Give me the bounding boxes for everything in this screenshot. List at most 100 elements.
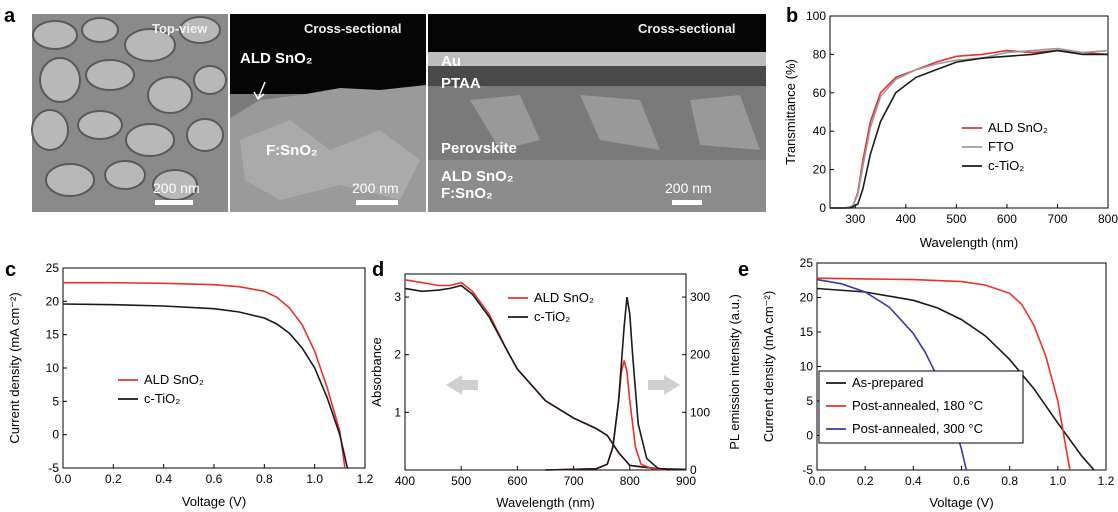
label-fsno2: F:SnO₂ — [266, 142, 318, 159]
x-tick-label: 0.4 — [905, 474, 922, 488]
scale-bar — [672, 200, 702, 205]
y-axis-title: Absorbance — [369, 337, 384, 406]
x-tick-label: 0.8 — [256, 472, 273, 486]
y-tick-label: 15 — [800, 325, 814, 339]
legend-label: ALD SnO₂ — [988, 120, 1048, 135]
y2-axis-title: PL emission intensity (a.u.) — [727, 294, 742, 450]
series-line-1 — [404, 284, 687, 471]
series-line-0 — [830, 49, 1109, 209]
sem-dark-top — [230, 14, 426, 94]
legend-label: FTO — [988, 139, 1014, 154]
sem-dark-top — [428, 14, 766, 52]
au-layer — [428, 52, 766, 66]
y-tick-label: 25 — [800, 256, 814, 270]
arrow-left-icon — [446, 375, 478, 395]
chart-e: 0.0 0.2 0.4 0.6 0.8 1.0 1.2 -5 0 5 10 15 20 25 Voltage… — [761, 256, 1115, 510]
x-tick-label: 1.2 — [357, 472, 374, 486]
chart-d: 400 500 600 700 800 900 1 2 3 0 100 200 300 PL emissi… — [369, 273, 742, 510]
series-line-3 — [545, 296, 670, 471]
x-tick-label: 600 — [507, 474, 527, 488]
x-tick-label: 1.0 — [306, 472, 323, 486]
series-line-1 — [62, 303, 349, 469]
series-line-1 — [816, 277, 1071, 471]
arrow-right-icon — [648, 375, 680, 395]
scale-label: 200 nm — [153, 180, 200, 196]
x-tick-label: 0.4 — [155, 472, 172, 486]
series-line-0 — [63, 281, 346, 469]
chart-b: 300 400 500 600 700 800 0 20 40 60 80 100 Wavelength… — [783, 9, 1118, 250]
y-tick-label: 10 — [800, 360, 814, 374]
panel-letter-b: b — [786, 5, 798, 27]
fto-layer — [428, 160, 766, 212]
y-axis-title: Current density (mA cm⁻²) — [761, 291, 776, 442]
panel-letter-c: c — [5, 259, 16, 281]
label-au: Au — [441, 53, 461, 70]
label-ptaa: PTAA — [441, 75, 481, 92]
label-ald-sno2: ALD SnO₂ — [441, 168, 514, 185]
arrow-icon — [253, 81, 266, 101]
x-tick-label: 900 — [676, 474, 696, 488]
series-line-0 — [816, 287, 1095, 471]
perovskite-texture — [470, 95, 760, 150]
legend-label: ALD SnO₂ — [144, 372, 204, 387]
y-tick-label: 1 — [394, 405, 401, 419]
ptaa-layer — [428, 66, 766, 86]
label-perovskite: Perovskite — [441, 140, 517, 157]
grain-texture — [31, 16, 227, 201]
y-axis-title: Current density (mA cm⁻²) — [7, 292, 22, 443]
scale-label: 200 nm — [352, 180, 399, 196]
y2-tick-label: 0 — [690, 463, 697, 477]
y2-tick-label: 100 — [690, 405, 710, 419]
legend-label: c-TiO₂ — [988, 158, 1024, 173]
panel-a: a Top-view 200 — [4, 5, 766, 212]
label-fsno2: F:SnO₂ — [441, 185, 493, 202]
x-tick-label: 500 — [451, 474, 471, 488]
crystal-texture — [240, 120, 420, 200]
x-tick-label: 1.0 — [1049, 474, 1066, 488]
legend-label: c-TiO₂ — [144, 391, 180, 406]
x-axis-title: Wavelength (nm) — [920, 235, 1019, 250]
y-axis-title: Transmittance (%) — [783, 59, 798, 165]
y-tick-label: 0 — [52, 428, 59, 442]
y-tick-label: 20 — [800, 291, 814, 305]
y-tick-label: 5 — [52, 394, 59, 408]
y-tick-label: 80 — [813, 47, 827, 61]
y2-tick-label: 300 — [690, 290, 710, 304]
panel-letter-a: a — [4, 5, 16, 27]
x-axis-title: Voltage (V) — [929, 495, 993, 510]
x-tick-label: 1.2 — [1098, 474, 1115, 488]
sem-image-cross-section-1: Cross-sectional ALD SnO₂ F:SnO₂ 200 nm — [230, 14, 426, 212]
x-tick-label: 0.8 — [1001, 474, 1018, 488]
x-tick-label: 0.0 — [809, 474, 826, 488]
y-tick-label: 3 — [394, 290, 401, 304]
x-tick-label: 700 — [564, 474, 584, 488]
plot-frame — [829, 15, 1109, 209]
legend-label: ALD SnO₂ — [534, 290, 594, 305]
x-tick-label: 800 — [620, 474, 640, 488]
x-tick-label: 0.6 — [206, 472, 223, 486]
y-tick-label: 25 — [46, 261, 60, 275]
y-tick-label: -5 — [802, 463, 813, 477]
x-tick-label: 700 — [1047, 212, 1067, 226]
x-axis-title: Voltage (V) — [182, 494, 246, 509]
legend-label: As-prepared — [852, 375, 924, 390]
y-tick-label: 0 — [806, 429, 813, 443]
y-tick-label: 5 — [806, 394, 813, 408]
x-axis-title: Wavelength (nm) — [496, 495, 595, 510]
scale-label: 200 nm — [665, 180, 712, 196]
series-line-2 — [830, 49, 1108, 209]
y-tick-label: 40 — [813, 124, 827, 138]
series-line-2 — [545, 360, 670, 471]
y-tick-label: -5 — [48, 461, 59, 475]
legend-label: c-TiO₂ — [534, 309, 570, 324]
x-tick-label: 500 — [946, 212, 966, 226]
y-tick-label: 15 — [46, 328, 60, 342]
x-tick-label: 600 — [997, 212, 1017, 226]
chart-c: 0.0 0.2 0.4 0.6 0.8 1.0 1.2 -5 0 5 10 15 20 25 Voltage… — [7, 261, 374, 509]
y-tick-label: 60 — [813, 86, 827, 100]
scale-bar — [356, 200, 398, 205]
sem-image-top-view: Top-view 200 nm — [31, 14, 228, 212]
legend-box — [818, 370, 1024, 444]
legend-label: Post-annealed, 180 °C — [852, 398, 983, 413]
